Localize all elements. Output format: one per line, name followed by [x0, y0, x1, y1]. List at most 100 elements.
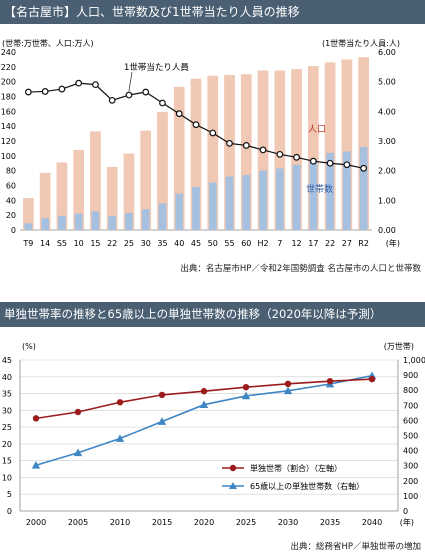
x-axis-tick: 2035 — [320, 518, 340, 527]
left-axis-tick: 35 — [2, 390, 12, 399]
population-bar — [224, 74, 235, 230]
x-axis-tick: 40 — [174, 239, 184, 248]
population-bar — [23, 198, 34, 230]
persons-per-household-point — [41, 88, 49, 95]
household-bar — [225, 176, 234, 230]
right-axis-tick: 1,000 — [403, 356, 425, 365]
elderly-single-household-point — [241, 391, 251, 400]
right-axis-tick: 200 — [403, 477, 418, 486]
household-label: 世帯数 — [306, 183, 333, 195]
x-axis-tick: 2025 — [236, 518, 256, 527]
elderly-single-household-point — [31, 461, 41, 469]
left-axis-tick: 45 — [2, 356, 12, 365]
population-bar — [73, 149, 85, 230]
right-axis-unit: (1世帯当たり人員:人) — [322, 38, 400, 48]
persons-per-household-point — [75, 79, 83, 87]
left-axis-tick: 15 — [2, 457, 12, 466]
household-bar — [359, 146, 368, 230]
left-axis-tick: 60 — [6, 182, 16, 191]
left-axis-tick: 200 — [1, 78, 16, 87]
persons-per-household-point — [259, 146, 267, 154]
x-axis-tick: 60 — [241, 239, 251, 248]
single-household-rate-point — [284, 380, 292, 388]
elderly-single-household-point — [73, 448, 83, 457]
household-bar — [208, 182, 217, 230]
household-bar — [125, 212, 133, 230]
household-bar — [175, 193, 184, 230]
household-bar — [58, 215, 66, 230]
elderly-single-household-point — [283, 386, 293, 395]
x-axis-tick: 2020 — [194, 518, 214, 527]
x-axis-unit: (年) — [400, 517, 414, 527]
left-axis-tick: 0 — [7, 507, 12, 516]
left-axis-tick: 10 — [2, 473, 12, 482]
population-bar — [123, 153, 135, 230]
single-household-chart-source: 出典：総務省HP／単独世帯の増加 — [290, 542, 421, 552]
persons-per-household-label-leader — [128, 71, 133, 92]
x-axis-tick: 2010 — [110, 518, 130, 527]
right-axis-tick: 500 — [403, 432, 418, 441]
population-bar — [106, 166, 118, 230]
right-axis-tick: 2.00 — [378, 167, 396, 176]
population-bar — [358, 57, 369, 230]
x-axis-tick: 45 — [191, 239, 201, 248]
right-axis-tick: 400 — [403, 447, 418, 456]
x-axis-tick: 22 — [325, 239, 335, 248]
population-bar — [56, 162, 68, 230]
x-axis-unit: (年) — [386, 238, 400, 248]
persons-per-household-point — [226, 139, 233, 147]
x-axis-tick: 15 — [90, 239, 100, 248]
population-bar — [140, 130, 152, 230]
population-bar — [307, 66, 319, 230]
population-bar — [291, 69, 302, 230]
household-bar — [41, 218, 50, 230]
x-axis-tick: 12 — [291, 239, 301, 248]
left-axis-tick: 20 — [6, 211, 16, 220]
x-axis-tick: 30 — [141, 239, 151, 248]
household-bar — [91, 211, 100, 230]
persons-per-household-point — [276, 150, 284, 158]
left-axis-tick: 40 — [2, 373, 12, 382]
right-axis-tick: 800 — [403, 386, 418, 395]
left-axis-tick: 80 — [6, 167, 16, 176]
left-axis-tick: 100 — [1, 152, 16, 161]
left-axis-tick: 25 — [2, 423, 12, 432]
household-bar — [309, 159, 318, 230]
single-household-rate-point — [368, 375, 376, 383]
single-household-rate-point — [242, 383, 250, 391]
persons-per-household-point — [192, 121, 200, 129]
persons-per-household-point — [209, 129, 217, 137]
persons-per-household-point — [343, 161, 351, 169]
single-household-rate-point — [200, 388, 208, 395]
household-bar — [292, 164, 301, 230]
household-bar — [141, 209, 150, 230]
left-axis-unit: (世帯:万世帯、人口:万人) — [2, 38, 94, 48]
left-axis-tick: 240 — [1, 48, 16, 57]
right-axis-tick: 900 — [403, 371, 418, 380]
persons-per-household-point — [92, 81, 99, 89]
population-bar — [90, 131, 101, 230]
population-chart-title: 【名古屋市】人口、世帯数及び1世帯当たり人員の推移 — [0, 0, 425, 24]
x-axis-tick: 7 — [277, 239, 282, 248]
left-axis-tick: 20 — [2, 440, 12, 449]
x-axis-tick: 25 — [124, 239, 134, 248]
left-axis-tick: 30 — [2, 406, 12, 415]
household-bar — [259, 170, 267, 230]
x-axis-tick: S5 — [57, 239, 67, 248]
left-axis-tick: 140 — [1, 122, 16, 131]
single-household-chart-title: 単独世帯率の推移と65歳以上の単独世帯数の推移（2020年以降は予測） — [0, 302, 425, 327]
right-axis-tick: 700 — [403, 401, 418, 410]
x-axis-tick: 2040 — [362, 518, 382, 527]
left-axis-tick: 120 — [1, 137, 16, 146]
household-bar — [192, 186, 200, 230]
persons-per-household-point — [142, 88, 150, 96]
right-axis-tick: 4.00 — [378, 107, 396, 116]
persons-per-household-point — [159, 99, 166, 107]
population-bar — [341, 59, 353, 230]
x-axis-tick: 22 — [107, 239, 117, 248]
elderly-single-household-point — [157, 417, 167, 425]
population-bar — [39, 172, 51, 230]
household-bar — [242, 175, 251, 230]
persons-per-household-point — [326, 159, 334, 167]
x-axis-tick: 2000 — [26, 518, 46, 527]
